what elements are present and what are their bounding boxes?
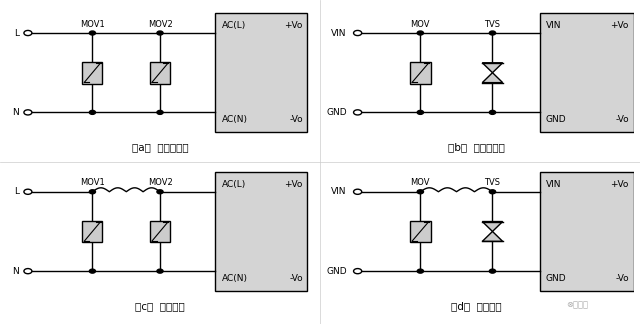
Circle shape (417, 31, 424, 35)
Circle shape (90, 110, 95, 114)
Circle shape (157, 110, 163, 114)
Circle shape (417, 190, 424, 194)
Text: GND: GND (326, 267, 347, 276)
Polygon shape (483, 222, 502, 231)
Polygon shape (483, 63, 502, 73)
Circle shape (90, 31, 95, 35)
Text: MOV1: MOV1 (80, 178, 105, 187)
Circle shape (157, 31, 163, 35)
Circle shape (157, 190, 163, 194)
Text: -Vo: -Vo (289, 115, 303, 124)
Text: AC(L): AC(L) (221, 180, 246, 189)
Bar (150, 62, 170, 84)
Text: L: L (13, 29, 19, 38)
Text: -Vo: -Vo (289, 274, 303, 283)
Text: VIN: VIN (546, 21, 561, 30)
Polygon shape (483, 231, 502, 241)
Circle shape (417, 110, 424, 114)
Text: （b）  不恰当应用: （b） 不恰当应用 (449, 142, 505, 152)
Text: MOV1: MOV1 (80, 20, 105, 29)
Circle shape (490, 269, 495, 273)
Circle shape (90, 190, 95, 194)
Circle shape (490, 190, 495, 194)
Text: N: N (12, 108, 19, 117)
Text: -Vo: -Vo (615, 274, 629, 283)
Bar (410, 62, 431, 84)
Text: （a）  不恰当应用: （a） 不恰当应用 (132, 142, 188, 152)
Text: MOV2: MOV2 (148, 178, 172, 187)
Text: VIN: VIN (331, 29, 347, 38)
Bar (150, 221, 170, 242)
Text: TVS: TVS (484, 178, 500, 187)
Circle shape (490, 31, 495, 35)
Text: AC(L): AC(L) (221, 21, 246, 30)
Circle shape (417, 269, 424, 273)
Text: +Vo: +Vo (611, 180, 629, 189)
Text: GND: GND (546, 274, 566, 283)
Text: GND: GND (546, 115, 566, 124)
Text: +Vo: +Vo (284, 180, 303, 189)
Text: +Vo: +Vo (284, 21, 303, 30)
Text: GND: GND (326, 108, 347, 117)
Text: VIN: VIN (546, 180, 561, 189)
Text: MOV: MOV (411, 178, 430, 187)
Text: L: L (13, 187, 19, 196)
Bar (83, 62, 102, 84)
Bar (540, 13, 634, 132)
Text: （c）  推荐应用: （c） 推荐应用 (135, 301, 185, 311)
Text: （d）  推荐应用: （d） 推荐应用 (451, 301, 502, 311)
Bar (410, 221, 431, 242)
Polygon shape (483, 73, 502, 83)
Text: +Vo: +Vo (611, 21, 629, 30)
Circle shape (157, 269, 163, 273)
Bar (215, 13, 307, 132)
Text: TVS: TVS (484, 20, 500, 29)
Text: MOV2: MOV2 (148, 20, 172, 29)
Text: VIN: VIN (331, 187, 347, 196)
Text: N: N (12, 267, 19, 276)
Bar (83, 221, 102, 242)
Bar (215, 172, 307, 291)
Circle shape (90, 269, 95, 273)
Text: -Vo: -Vo (615, 115, 629, 124)
Text: MOV: MOV (411, 20, 430, 29)
Text: AC(N): AC(N) (221, 115, 248, 124)
Text: ⊗日月长: ⊗日月长 (566, 301, 588, 310)
Text: AC(N): AC(N) (221, 274, 248, 283)
Circle shape (490, 110, 495, 114)
Bar (540, 172, 634, 291)
